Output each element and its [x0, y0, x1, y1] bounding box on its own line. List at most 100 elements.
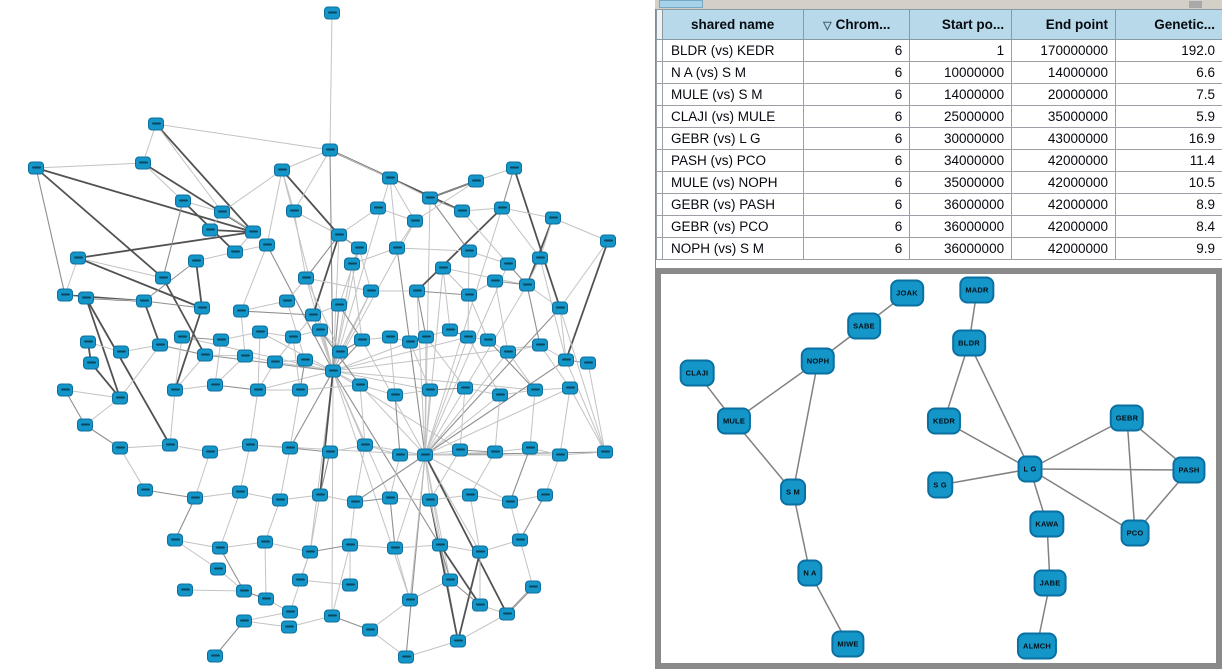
network-node-s-m[interactable]: S M — [780, 478, 806, 506]
value-cell[interactable]: 9.9 — [1115, 237, 1222, 260]
network-node-sabe[interactable]: SABE — [847, 312, 881, 340]
network-node[interactable] — [202, 445, 218, 459]
scroll-tab[interactable] — [659, 0, 703, 8]
network-node[interactable] — [331, 228, 347, 242]
network-node[interactable] — [387, 388, 403, 402]
network-node[interactable] — [457, 381, 473, 395]
network-node[interactable] — [460, 330, 476, 344]
value-cell[interactable]: 6 — [803, 237, 911, 260]
table-row[interactable]: BLDR (vs) KEDR 6 1 170000000 192.0 — [655, 39, 1222, 62]
network-node[interactable] — [472, 598, 488, 612]
column-header-genetic---[interactable]: Genetic... — [1115, 9, 1222, 40]
value-cell[interactable]: 43000000 — [1011, 127, 1116, 150]
network-node[interactable] — [527, 383, 543, 397]
table-row[interactable]: CLAJI (vs) MULE 6 25000000 35000000 5.9 — [655, 105, 1222, 128]
table-row[interactable]: GEBR (vs) PCO 6 36000000 42000000 8.4 — [655, 215, 1222, 238]
network-node[interactable] — [83, 356, 99, 370]
network-node[interactable] — [207, 378, 223, 392]
network-node[interactable] — [492, 388, 508, 402]
value-cell[interactable]: 42000000 — [1011, 193, 1116, 216]
network-node[interactable] — [175, 194, 191, 208]
value-cell[interactable]: 6 — [803, 61, 911, 84]
network-node[interactable] — [233, 304, 249, 318]
network-node[interactable] — [468, 174, 484, 188]
detail-network-panel[interactable]: JOAK MADR SABE NOPH BLDR CLAJI MULE KEDR GEBR L G… — [655, 268, 1222, 669]
network-node[interactable] — [232, 485, 248, 499]
network-node[interactable] — [418, 330, 434, 344]
network-node[interactable] — [452, 443, 468, 457]
network-node[interactable] — [362, 623, 378, 637]
network-node[interactable] — [187, 491, 203, 505]
network-node-miwe[interactable]: MIWE — [831, 630, 865, 658]
network-node[interactable] — [325, 364, 341, 378]
network-node[interactable] — [227, 245, 243, 259]
value-cell[interactable]: 36000000 — [909, 237, 1013, 260]
network-node[interactable] — [545, 211, 561, 225]
network-node[interactable] — [442, 323, 458, 337]
network-node[interactable] — [57, 383, 73, 397]
value-cell[interactable]: 6 — [803, 83, 911, 106]
value-cell[interactable]: 6 — [803, 149, 911, 172]
network-node[interactable] — [344, 257, 360, 271]
network-node[interactable] — [389, 241, 405, 255]
network-node[interactable] — [136, 294, 152, 308]
value-cell[interactable]: 35000000 — [909, 171, 1013, 194]
network-node[interactable] — [267, 355, 283, 369]
network-node[interactable] — [135, 156, 151, 170]
network-node[interactable] — [197, 348, 213, 362]
value-cell[interactable]: 11.4 — [1115, 149, 1222, 172]
network-node[interactable] — [512, 533, 528, 547]
value-cell[interactable]: 6 — [803, 193, 911, 216]
network-node[interactable] — [312, 488, 328, 502]
network-node[interactable] — [292, 573, 308, 587]
table-row[interactable]: MULE (vs) NOPH 6 35000000 42000000 10.5 — [655, 171, 1222, 194]
shared-name-cell[interactable]: GEBR (vs) PASH — [662, 193, 805, 216]
value-cell[interactable]: 10.5 — [1115, 171, 1222, 194]
network-node[interactable] — [236, 584, 252, 598]
network-node[interactable] — [167, 383, 183, 397]
network-node[interactable] — [422, 191, 438, 205]
network-node[interactable] — [285, 330, 301, 344]
network-node[interactable] — [112, 391, 128, 405]
network-node[interactable] — [532, 338, 548, 352]
value-cell[interactable]: 8.4 — [1115, 215, 1222, 238]
network-node[interactable] — [292, 383, 308, 397]
network-node[interactable] — [409, 284, 425, 298]
network-node[interactable] — [212, 541, 228, 555]
table-row[interactable]: GEBR (vs) L G 6 30000000 43000000 16.9 — [655, 127, 1222, 150]
value-cell[interactable]: 7.5 — [1115, 83, 1222, 106]
network-node[interactable] — [537, 488, 553, 502]
network-node[interactable] — [562, 381, 578, 395]
network-node[interactable] — [245, 225, 261, 239]
shared-name-cell[interactable]: MULE (vs) NOPH — [662, 171, 805, 194]
network-node[interactable] — [207, 649, 223, 663]
value-cell[interactable]: 8.9 — [1115, 193, 1222, 216]
network-node[interactable] — [382, 330, 398, 344]
value-cell[interactable]: 1 — [909, 39, 1013, 62]
network-node[interactable] — [250, 383, 266, 397]
network-node[interactable] — [113, 345, 129, 359]
network-node-pco[interactable]: PCO — [1120, 519, 1150, 547]
network-node[interactable] — [177, 583, 193, 597]
network-node-kawa[interactable]: KAWA — [1029, 510, 1065, 538]
value-cell[interactable]: 42000000 — [1011, 237, 1116, 260]
network-node-n-a[interactable]: N A — [797, 559, 823, 587]
network-node[interactable] — [297, 353, 313, 367]
network-node[interactable] — [322, 445, 338, 459]
network-node[interactable] — [28, 161, 44, 175]
network-node[interactable] — [442, 573, 458, 587]
network-node[interactable] — [461, 288, 477, 302]
network-node[interactable] — [500, 345, 516, 359]
network-node[interactable] — [210, 562, 226, 576]
value-cell[interactable]: 25000000 — [909, 105, 1013, 128]
network-node[interactable] — [432, 538, 448, 552]
network-node[interactable] — [236, 614, 252, 628]
network-node-mule[interactable]: MULE — [716, 407, 752, 435]
table-row[interactable]: NOPH (vs) S M 6 36000000 42000000 9.9 — [655, 237, 1222, 260]
network-node[interactable] — [552, 448, 568, 462]
network-node[interactable] — [494, 201, 510, 215]
network-node[interactable] — [324, 609, 340, 623]
network-node[interactable] — [259, 238, 275, 252]
network-node[interactable] — [137, 483, 153, 497]
value-cell[interactable]: 42000000 — [1011, 149, 1116, 172]
